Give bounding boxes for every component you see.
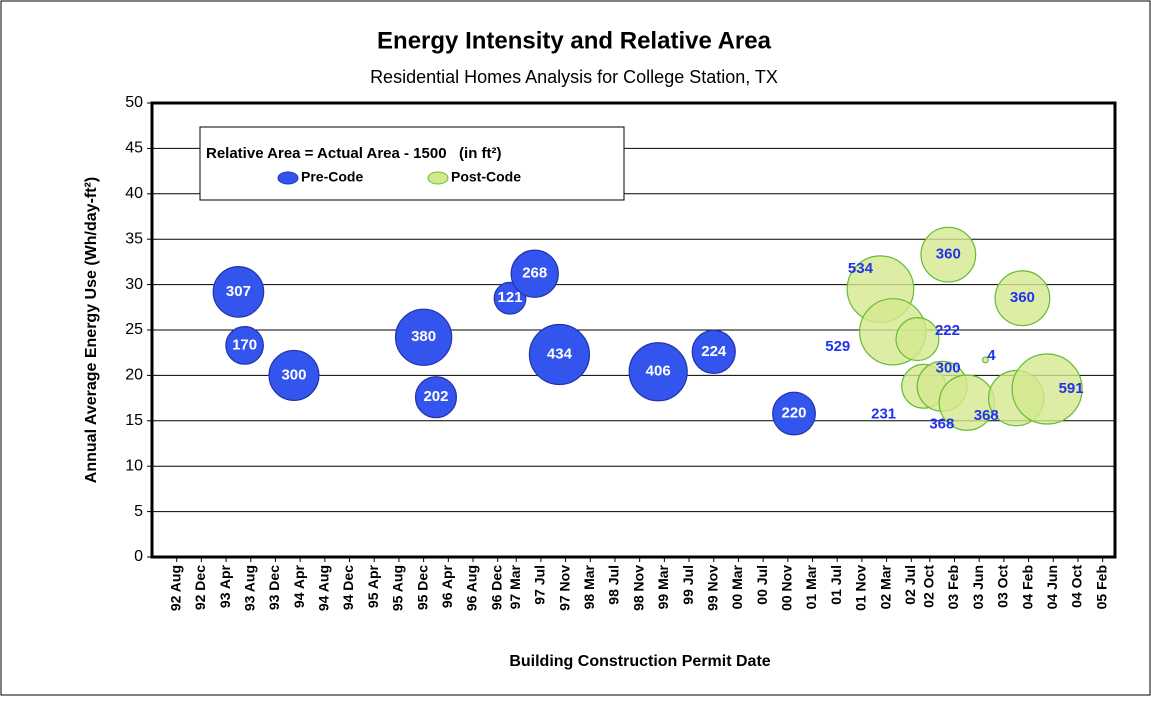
x-tick-label: 93 Apr [217, 564, 233, 608]
y-axis-label: Annual Average Energy Use (Wh/day-ft²) [83, 177, 100, 483]
plot-border [150, 101, 1117, 559]
legend-label: Pre-Code [301, 169, 363, 185]
x-tick-label: 04 Feb [1019, 565, 1035, 609]
x-tick-label: 04 Oct [1069, 565, 1085, 608]
x-axis-label: Building Construction Permit Date [509, 653, 770, 670]
bubble-label: 231 [871, 405, 896, 422]
legend-label: Post-Code [451, 169, 521, 185]
x-tick-label: 94 Dec [340, 565, 356, 610]
x-tick-label: 98 Mar [581, 564, 597, 609]
legend-marker [277, 171, 299, 185]
y-tick-label: 40 [125, 185, 143, 202]
bubble-label: 360 [1010, 289, 1035, 306]
bubble-label: 368 [974, 407, 999, 424]
chart-title: Energy Intensity and Relative Area [377, 27, 772, 54]
x-tick-label: 93 Aug [241, 565, 257, 611]
x-tick-label: 97 Nov [556, 565, 572, 611]
legend-box [199, 126, 625, 201]
x-tick-label: 01 Jul [828, 565, 844, 605]
bubble [225, 326, 264, 365]
x-tick-label: 01 Nov [853, 565, 869, 611]
bubble-label: 529 [825, 338, 850, 355]
x-tick-label: 02 Mar [877, 564, 893, 609]
bubble [691, 329, 736, 374]
x-tick-label: 00 Nov [779, 565, 795, 611]
x-tick-label: 96 Dec [488, 565, 504, 610]
x-tick-label: 00 Jul [754, 565, 770, 605]
bubble [528, 323, 591, 386]
bubble [510, 249, 559, 298]
x-tick-label: 03 Oct [995, 565, 1011, 608]
bubble-label: 360 [936, 246, 961, 263]
x-tick-label: 97 Jul [532, 565, 548, 605]
bubble-label: 121 [498, 289, 523, 306]
x-tick-label: 00 Mar [729, 564, 745, 609]
x-tick-label: 97 Mar [507, 564, 523, 609]
x-tick-label: 99 Nov [704, 565, 720, 611]
chart-subtitle: Residential Homes Analysis for College S… [370, 67, 778, 87]
bubble [394, 308, 453, 366]
bubble-label: 4 [987, 347, 996, 364]
bubble [981, 356, 989, 364]
y-tick-label: 35 [125, 230, 143, 247]
bubble-label: 300 [281, 366, 306, 383]
bubble [414, 376, 458, 419]
x-tick-label: 94 Aug [316, 565, 332, 611]
bubble-label: 534 [848, 260, 874, 277]
x-tick-label: 99 Mar [655, 564, 671, 609]
x-tick-label: 02 Oct [921, 565, 937, 608]
bubble-label: 380 [411, 328, 436, 345]
bubble-label: 222 [935, 322, 960, 339]
x-tick-label: 95 Apr [365, 564, 381, 608]
bubble [268, 349, 320, 401]
bubble-label: 300 [936, 359, 961, 376]
legend-title: Relative Area = Actual Area - 1500 (in f… [206, 145, 502, 162]
y-tick-label: 50 [125, 94, 143, 111]
bubble-label: 591 [1059, 380, 1084, 397]
x-tick-label: 98 Nov [630, 565, 646, 611]
bubble [628, 342, 688, 402]
bubble-label: 307 [226, 283, 251, 300]
bubble [920, 226, 977, 283]
x-tick-label: 98 Jul [606, 565, 622, 605]
x-tick-label: 02 Jul [902, 565, 918, 605]
x-tick-label: 95 Dec [414, 565, 430, 610]
bubble [212, 266, 265, 318]
bubble [895, 317, 940, 362]
y-tick-label: 25 [125, 321, 143, 338]
bubble [1011, 353, 1083, 425]
bubble [772, 391, 816, 436]
x-tick-label: 04 Jun [1044, 565, 1060, 609]
x-tick-label: 92 Dec [192, 565, 208, 610]
x-tick-label: 94 Apr [291, 564, 307, 608]
bubble-label: 220 [781, 405, 806, 422]
y-tick-label: 0 [134, 548, 143, 565]
y-tick-label: 15 [125, 412, 143, 429]
y-tick-label: 30 [125, 276, 143, 293]
bubble-label: 406 [646, 363, 671, 380]
x-tick-label: 96 Apr [439, 564, 455, 608]
x-tick-label: 95 Aug [390, 565, 406, 611]
x-tick-label: 93 Dec [266, 565, 282, 610]
y-tick-label: 5 [134, 503, 143, 520]
x-tick-label: 01 Mar [803, 564, 819, 609]
bubble-label: 268 [522, 265, 547, 282]
bubble-label: 368 [929, 416, 954, 433]
x-tick-label: 03 Feb [945, 565, 961, 609]
bubble-label: 202 [423, 388, 448, 405]
bubble-label: 224 [701, 343, 727, 360]
y-tick-label: 10 [125, 457, 143, 474]
x-tick-label: 92 Aug [167, 565, 183, 611]
y-tick-label: 20 [125, 367, 143, 384]
x-tick-label: 99 Jul [680, 565, 696, 605]
bubble-label: 434 [547, 345, 573, 362]
x-tick-label: 96 Aug [464, 565, 480, 611]
bubble [994, 270, 1051, 327]
x-tick-label: 03 Jun [970, 565, 986, 609]
x-tick-label: 05 Feb [1093, 565, 1109, 609]
legend-marker [427, 171, 449, 185]
y-tick-label: 45 [125, 140, 143, 157]
bubble-label: 170 [232, 336, 257, 353]
